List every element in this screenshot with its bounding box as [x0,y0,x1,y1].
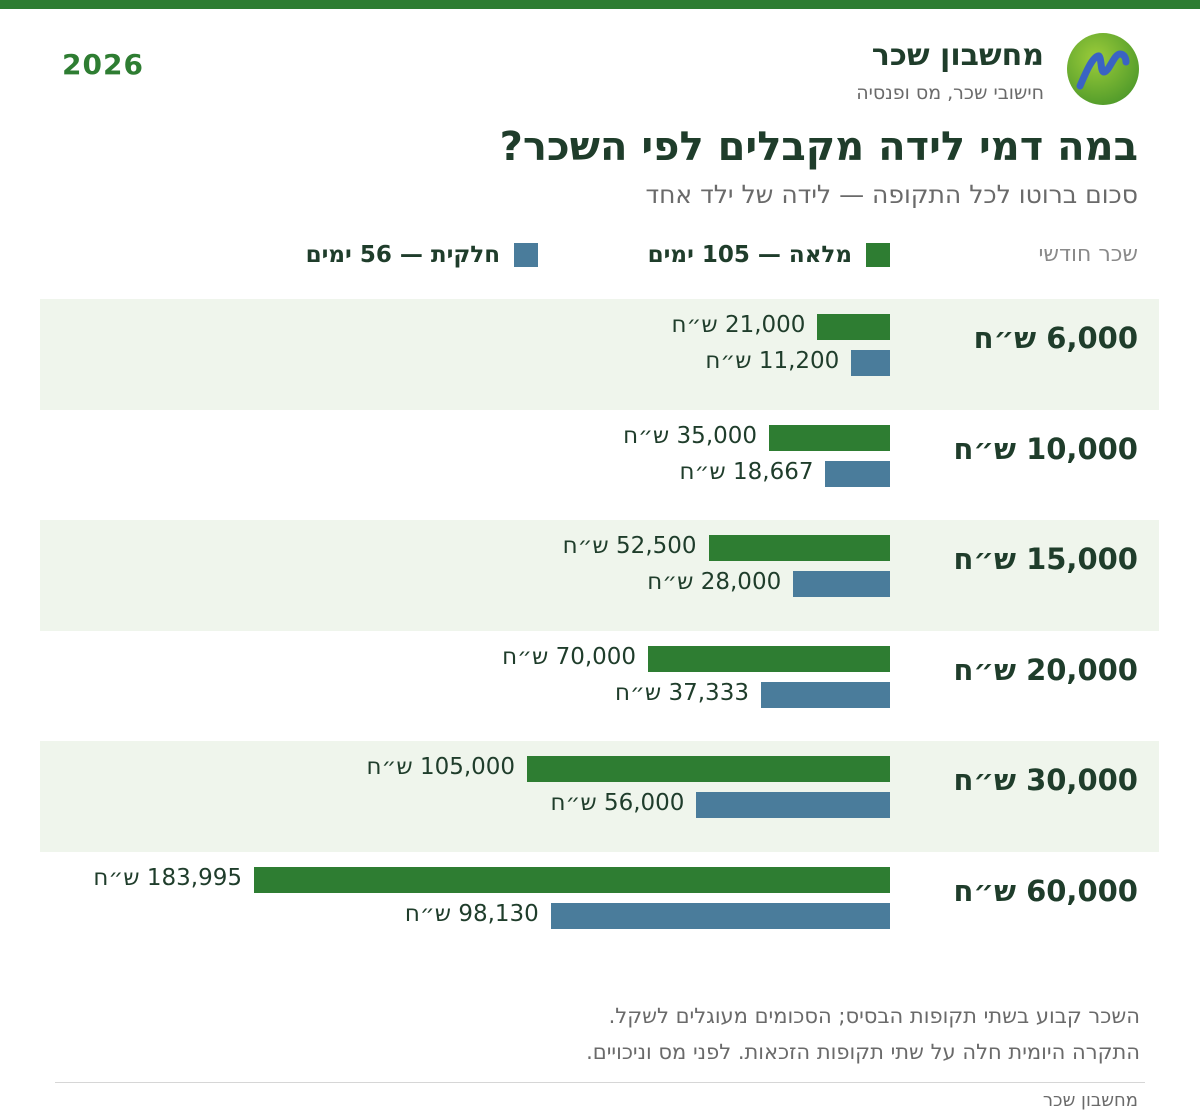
chart-row: 30,000 ש״ח 105,000 ש״ח 56,000 ש״ח [40,741,1159,852]
data-label: 37,333 ש״ח [615,679,749,706]
bar-full [817,314,890,340]
brand-name: מחשבון שכר [871,38,1044,73]
top-accent-bar [0,0,1200,9]
bar-partial [760,681,890,708]
data-label: 70,000 ש״ח [502,643,637,670]
bar-full [254,867,890,893]
category-label: 10,000 ש״ח [953,431,1138,466]
bar-full [527,756,890,783]
legend-swatch-partial [514,243,538,267]
bar-partial [550,903,890,929]
chart-row: 20,000 ש״ח 70,000 ש״ח 37,333 ש״ח [40,631,1159,742]
category-label: 30,000 ש״ח [953,763,1138,798]
data-label: 28,000 ש״ח [647,569,782,596]
data-label: 98,130 ש״ח [404,901,539,927]
data-label: 56,000 ש״ח [550,790,685,817]
data-label: 21,000 ש״ח [671,312,806,338]
bar-chart: 6,000 ש״ח 21,000 ש״ח 11,200 ש״ח 10,000 ש״ח 3… [40,299,1159,963]
footer-credit: מחשבון שכר [1042,1090,1138,1111]
legend-swatch-full [866,243,890,267]
chart-subtitle: סכום ברוטו לכל התקופה — לידה של ילד אחד [645,180,1138,209]
brand-tagline: חישובי שכר, מס ופנסיה [856,82,1044,104]
bar-full [769,424,890,451]
category-label: 15,000 ש״ח [953,542,1138,577]
category-label: 60,000 ש״ח [953,874,1138,908]
category-label: 6,000 ש״ח [973,321,1138,355]
bar-partial [793,571,890,598]
footnote-2: התקרה היומית חלה על שתי תקופות הזכאות. ל… [586,1040,1140,1064]
brand-logo-icon [1067,33,1139,105]
bar-partial [696,792,890,819]
legend-label-partial: חלקית — 56 ימים [305,242,500,268]
bar-partial [825,460,890,487]
bar-full [648,645,890,672]
chart-row: 60,000 ש״ח 183,995 ש״ח 98,130 ש״ח [40,852,1159,963]
bar-partial [851,350,890,376]
chart-row: 15,000 ש״ח 52,500 ש״ח 28,000 ש״ח [40,520,1159,631]
footnote-1: השכר קבוע בשתי תקופות הבסיס; הסכומים מעו… [608,1004,1140,1028]
legend-item-partial: חלקית — 56 ימים [306,240,538,270]
bar-full [708,535,890,562]
data-label: 18,667 ש״ח [679,458,814,485]
legend-item-full: מלאה — 105 ימים [648,240,890,270]
data-label: 183,995 ש״ח [93,865,242,891]
brand-header: מחשבון שכר חישובי שכר, מס ופנסיה [440,30,1140,110]
chart-title: במה דמי לידה מקבלים לפי השכר? [499,124,1138,170]
data-label: 35,000 ש״ח [623,422,758,449]
category-label: 20,000 ש״ח [953,652,1138,687]
chart-row: 6,000 ש״ח 21,000 ש״ח 11,200 ש״ח [40,299,1159,410]
legend-label-full: מלאה — 105 ימים [647,242,852,268]
footer-divider [55,1082,1145,1083]
data-label: 11,200 ש״ח [705,348,840,374]
data-label: 105,000 ש״ח [366,754,516,781]
data-label: 52,500 ש״ח [562,533,697,560]
chart-row: 10,000 ש״ח 35,000 ש״ח 18,667 ש״ח [40,410,1159,521]
year-label: 2026 [62,48,144,81]
category-header: שכר חודשי [1038,242,1138,267]
